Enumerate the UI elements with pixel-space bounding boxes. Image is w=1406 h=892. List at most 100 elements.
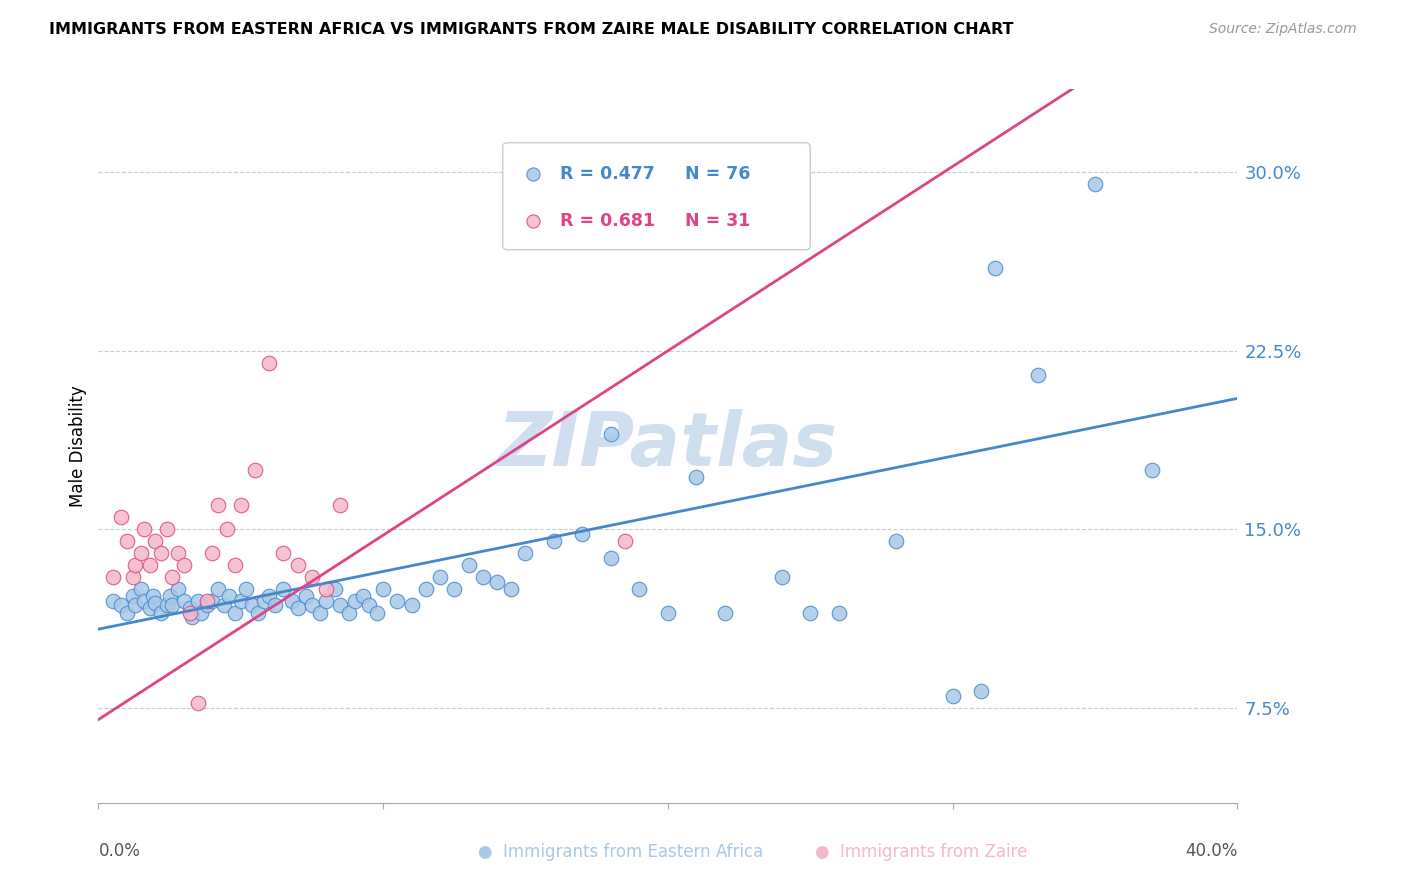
Point (543, 534, 565, 549)
Point (162, 599, 184, 613)
Point (179, 606, 201, 620)
Point (273, 582, 295, 596)
Point (145, 534, 167, 549)
Point (159, 589, 181, 603)
Point (799, 606, 821, 620)
Point (212, 599, 235, 613)
Point (301, 570, 323, 584)
Text: Source: ZipAtlas.com: Source: ZipAtlas.com (1209, 22, 1357, 37)
Point (115, 534, 138, 549)
Point (187, 696, 209, 710)
Point (150, 606, 173, 620)
Point (243, 463, 266, 477)
Point (343, 593, 366, 607)
Point (150, 546, 173, 560)
Point (173, 558, 195, 572)
Point (357, 599, 380, 613)
Point (156, 599, 179, 613)
Point (387, 593, 409, 607)
Text: IMMIGRANTS FROM EASTERN AFRICA VS IMMIGRANTS FROM ZAIRE MALE DISABILITY CORRELAT: IMMIGRANTS FROM EASTERN AFRICA VS IMMIGR… (49, 22, 1014, 37)
Point (101, 593, 124, 607)
Point (264, 599, 287, 613)
Point (181, 610, 204, 624)
Point (614, 534, 637, 549)
Point (1084, 178, 1107, 192)
Text: R = 0.681: R = 0.681 (560, 212, 655, 230)
Point (281, 593, 304, 607)
Point (329, 499, 352, 513)
Point (828, 606, 851, 620)
Point (138, 558, 160, 572)
Point (190, 606, 212, 620)
Point (129, 546, 152, 560)
Point (179, 600, 201, 615)
Point (121, 570, 143, 584)
Point (207, 582, 229, 596)
Point (101, 570, 124, 584)
Point (162, 570, 184, 584)
Point (224, 558, 246, 572)
Point (229, 593, 252, 607)
Point (628, 582, 651, 596)
Y-axis label: Male Disability: Male Disability (69, 385, 87, 507)
Point (287, 600, 309, 615)
Point (246, 606, 269, 620)
Text: ●  Immigrants from Zaire: ● Immigrants from Zaire (815, 843, 1028, 861)
Point (115, 606, 138, 620)
Point (173, 593, 195, 607)
Text: N = 31: N = 31 (685, 212, 751, 230)
Point (714, 201, 737, 215)
Point (373, 582, 395, 596)
Point (571, 527, 593, 541)
Point (315, 582, 337, 596)
Point (259, 356, 281, 370)
Point (515, 546, 537, 560)
Point (156, 522, 179, 536)
Point (252, 593, 274, 607)
Point (714, 606, 737, 620)
Text: ●  Immigrants from Eastern Africa: ● Immigrants from Eastern Africa (478, 843, 763, 861)
Point (195, 599, 218, 613)
Point (429, 570, 451, 584)
Point (315, 593, 337, 607)
Point (600, 427, 623, 442)
Point (141, 589, 163, 603)
Point (295, 589, 318, 603)
Point (415, 582, 437, 596)
Point (309, 606, 332, 620)
Point (301, 599, 323, 613)
Point (657, 606, 679, 620)
Point (235, 582, 257, 596)
Text: R = 0.477: R = 0.477 (560, 165, 654, 183)
Point (471, 570, 494, 584)
Point (201, 593, 224, 607)
Point (287, 558, 309, 572)
Point (187, 593, 209, 607)
Point (110, 510, 132, 524)
Point (129, 582, 152, 596)
Point (329, 599, 352, 613)
Point (685, 470, 707, 484)
Point (167, 546, 190, 560)
Point (984, 260, 1007, 275)
Point (1140, 463, 1163, 477)
Point (110, 599, 132, 613)
Point (366, 606, 388, 620)
Point (942, 689, 965, 703)
Point (138, 600, 160, 615)
Point (215, 522, 238, 536)
Point (121, 589, 143, 603)
Point (207, 499, 229, 513)
Point (167, 582, 190, 596)
Point (486, 574, 509, 589)
Point (145, 596, 167, 610)
Point (457, 558, 479, 572)
Point (970, 684, 993, 698)
Point (1026, 368, 1049, 382)
FancyBboxPatch shape (503, 143, 810, 250)
Point (132, 593, 155, 607)
Point (132, 522, 155, 536)
Point (240, 599, 263, 613)
Point (600, 550, 623, 565)
Point (124, 599, 146, 613)
